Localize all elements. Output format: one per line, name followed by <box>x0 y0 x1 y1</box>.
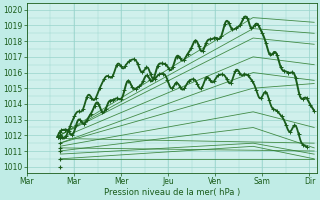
X-axis label: Pression niveau de la mer( hPa ): Pression niveau de la mer( hPa ) <box>104 188 240 197</box>
